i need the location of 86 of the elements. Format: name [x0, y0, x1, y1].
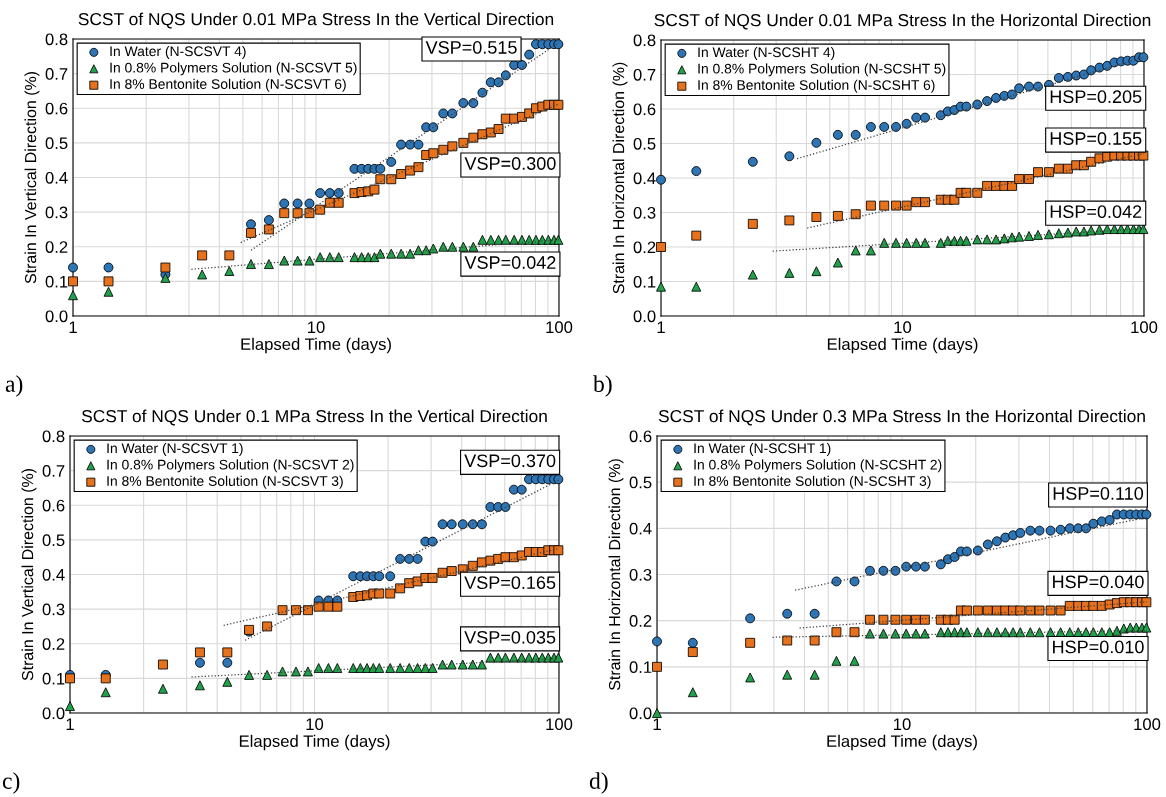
chart-title: SCST of NQS Under 0.3 MPa Stress In the Horizontal Direction: [658, 409, 1145, 426]
y-tick-label: 0.2: [42, 638, 65, 650]
text: c): [2, 772, 20, 794]
legend-label: In Water (N-SCSVT 1): [107, 442, 243, 456]
x-tick-label: 10: [894, 321, 912, 334]
y-tick-label: 0.1: [629, 661, 652, 674]
y-tick-label: 0.0: [629, 707, 652, 720]
y-tick-label: 0.3: [45, 206, 68, 219]
y-tick-label: 0.3: [629, 568, 652, 581]
legend-label: In 8% Bentonite Solution (N-SCSHT 6): [698, 79, 935, 93]
legend-label: In 8% Bentonite Solution (N-SCSVT 3): [107, 475, 343, 489]
y-tick-label: 0.1: [42, 672, 65, 685]
x-tick-label: 10: [306, 718, 324, 731]
y-tick-label: 0.0: [42, 707, 65, 720]
y-axis-title: Strain In Vertical Direction (%): [21, 468, 37, 681]
x-tick-label: 100: [1131, 321, 1158, 334]
y-tick-label: 0.2: [629, 615, 652, 627]
x-tick-label: 1: [66, 718, 74, 730]
y-axis-title: Strain In Vertical Direction (%): [24, 71, 40, 284]
x-tick-label: 1: [657, 321, 665, 333]
legend-label: In 0.8% Polymers Solution (N-SCSVT 5): [110, 62, 357, 76]
y-tick-label: 0.7: [633, 68, 656, 81]
y-tick-label: 0.0: [633, 310, 656, 323]
x-axis-title: Elapsed Time (days): [827, 337, 978, 354]
legend-label: In 0.8% Polymers Solution (N-SCSVT 2): [107, 459, 354, 473]
legend-label: In 8% Bentonite Solution (N-SCSHT 3): [694, 475, 931, 489]
x-axis-title: Elapsed Time (days): [827, 734, 977, 751]
annotation: HSP=0.042: [1050, 205, 1142, 219]
annotation: HSP=0.205: [1050, 90, 1142, 104]
y-tick-label: 0.7: [45, 68, 68, 80]
y-tick-label: 0.8: [45, 33, 68, 46]
x-axis-title: Elapsed Time (days): [239, 734, 390, 751]
x-tick-label: 1: [69, 321, 77, 333]
y-tick-label: 0.8: [633, 34, 656, 47]
y-tick-label: 0.8: [42, 430, 65, 443]
y-tick-label: 0.4: [42, 568, 65, 581]
y-tick-label: 0.0: [45, 310, 68, 323]
chart-title: SCST of NQS Under 0.1 MPa Stress In the Vertical Direction: [81, 409, 547, 426]
y-tick-label: 0.5: [42, 534, 65, 547]
text: d): [589, 772, 608, 794]
x-tick-label: 10: [894, 718, 911, 731]
y-tick-label: 0.6: [633, 103, 656, 116]
y-tick-label: 0.2: [45, 241, 68, 253]
x-tick-label: 100: [1134, 718, 1161, 731]
x-tick-label: 1: [653, 718, 661, 730]
y-tick-label: 0.4: [633, 172, 656, 185]
chart-title: SCST of NQS Under 0.01 MPa Stress In the Horizontal Direction: [654, 13, 1151, 30]
chart-title: SCST of NQS Under 0.01 MPa Stress In the Vertical Direction: [78, 12, 554, 29]
y-tick-label: 0.5: [629, 476, 652, 489]
annotation: VSP=0.035: [464, 630, 556, 644]
y-tick-label: 0.1: [633, 275, 656, 288]
legend-label: In Water (N-SCSHT 1): [694, 442, 831, 456]
y-tick-label: 0.4: [629, 522, 652, 535]
annotation: HSP=0.010: [1053, 640, 1144, 654]
annotation: VSP=0.370: [464, 454, 556, 468]
y-tick-label: 0.6: [629, 430, 652, 443]
text: a): [5, 375, 23, 397]
x-tick-label: 100: [546, 321, 573, 334]
y-tick-label: 0.7: [42, 465, 65, 477]
annotation: HSP=0.110: [1053, 487, 1144, 500]
annotation: VSP=0.515: [425, 41, 517, 54]
x-tick-label: 100: [546, 718, 573, 731]
legend-label: In Water (N-SCSVT 4): [110, 45, 246, 59]
y-tick-label: 0.4: [45, 171, 68, 184]
y-tick-label: 0.6: [45, 102, 68, 115]
y-tick-label: 0.5: [633, 137, 656, 150]
annotation: HSP=0.040: [1053, 575, 1144, 589]
y-tick-label: 0.2: [633, 241, 656, 254]
y-axis-title: Strain In Horizontal Direction (%): [608, 459, 624, 691]
legend-label: In 8% Bentonite Solution (N-SCSVT 6): [110, 78, 346, 92]
y-tick-label: 0.1: [45, 275, 68, 288]
annotation: VSP=0.042: [464, 256, 556, 269]
y-tick-label: 0.3: [42, 603, 65, 616]
legend-label: In 0.8% Polymers Solution (N-SCSHT 5): [698, 63, 946, 77]
y-axis-title: Strain In Horizontal Direction (%): [612, 62, 628, 294]
y-tick-label: 0.3: [633, 206, 656, 219]
y-tick-label: 0.6: [42, 499, 65, 512]
x-axis-title: Elapsed Time (days): [241, 337, 391, 354]
annotation: HSP=0.155: [1050, 132, 1142, 145]
annotation: VSP=0.165: [464, 576, 556, 590]
annotation: VSP=0.300: [464, 157, 556, 170]
legend-label: In 0.8% Polymers Solution (N-SCSHT 2): [694, 459, 942, 473]
x-tick-label: 10: [308, 321, 325, 334]
text: b): [593, 375, 612, 397]
legend-label: In Water (N-SCSHT 4): [698, 46, 835, 60]
y-tick-label: 0.5: [45, 137, 68, 150]
